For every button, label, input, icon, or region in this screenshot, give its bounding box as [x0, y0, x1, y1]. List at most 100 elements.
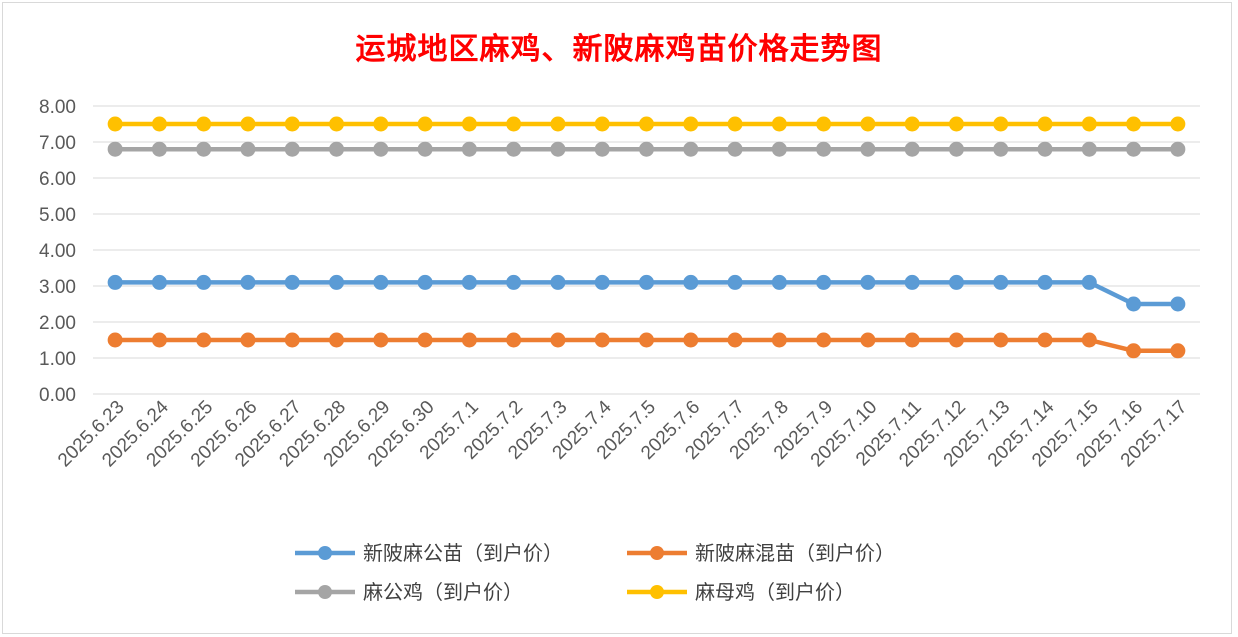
data-point — [506, 274, 522, 290]
data-point — [993, 274, 1009, 290]
data-point — [1081, 116, 1097, 132]
data-point — [948, 274, 964, 290]
data-point — [240, 274, 256, 290]
data-point — [860, 332, 876, 348]
data-point — [373, 141, 389, 157]
legend-label: 麻母鸡（到户价） — [695, 580, 855, 604]
data-point — [1126, 116, 1142, 132]
data-point — [1170, 296, 1186, 312]
data-point — [550, 274, 566, 290]
data-point — [993, 141, 1009, 157]
data-point — [550, 141, 566, 157]
data-point — [1037, 274, 1053, 290]
data-point — [240, 116, 256, 132]
data-point — [948, 116, 964, 132]
data-point — [993, 332, 1009, 348]
data-point — [196, 274, 212, 290]
legend-label: 新陂麻混苗（到户价） — [695, 541, 895, 565]
legend-marker — [318, 585, 332, 599]
y-tick-label: 1.00 — [39, 349, 76, 370]
data-point — [461, 116, 477, 132]
data-point — [1081, 274, 1097, 290]
data-point — [1170, 116, 1186, 132]
data-point — [107, 332, 123, 348]
y-tick-label: 7.00 — [39, 133, 76, 154]
data-point — [1037, 141, 1053, 157]
data-point — [683, 332, 699, 348]
data-point — [1170, 141, 1186, 157]
data-point — [1126, 141, 1142, 157]
data-point — [284, 141, 300, 157]
data-point — [727, 116, 743, 132]
data-point — [771, 332, 787, 348]
data-point — [196, 332, 212, 348]
y-tick-label: 4.00 — [39, 241, 76, 262]
data-point — [639, 332, 654, 348]
data-point — [151, 274, 167, 290]
data-point — [506, 116, 522, 132]
data-point — [594, 274, 610, 290]
legend-label: 麻公鸡（到户价） — [363, 580, 523, 604]
data-point — [151, 332, 167, 348]
data-point — [727, 332, 743, 348]
data-point — [948, 141, 964, 157]
data-point — [1037, 332, 1053, 348]
data-point — [594, 332, 610, 348]
data-point — [461, 332, 477, 348]
data-point — [417, 274, 433, 290]
y-tick-label: 6.00 — [39, 169, 76, 190]
data-point — [151, 141, 167, 157]
legend-marker — [318, 546, 332, 560]
data-point — [1170, 343, 1186, 359]
data-point — [639, 116, 654, 132]
data-point — [329, 116, 345, 132]
data-point — [904, 332, 920, 348]
data-point — [860, 116, 876, 132]
data-point — [594, 116, 610, 132]
y-tick-label: 3.00 — [39, 277, 76, 298]
data-point — [329, 141, 345, 157]
data-point — [860, 274, 876, 290]
data-point — [948, 332, 964, 348]
data-point — [373, 332, 389, 348]
data-point — [816, 116, 832, 132]
data-point — [816, 141, 832, 157]
data-point — [373, 274, 389, 290]
data-point — [329, 332, 345, 348]
data-point — [771, 116, 787, 132]
data-point — [417, 116, 433, 132]
data-point — [461, 274, 477, 290]
data-point — [816, 332, 832, 348]
data-point — [107, 141, 123, 157]
legend-label: 新陂麻公苗（到户价） — [363, 541, 563, 565]
data-point — [993, 116, 1009, 132]
data-point — [284, 116, 300, 132]
data-point — [816, 274, 832, 290]
data-point — [639, 141, 654, 157]
data-point — [417, 141, 433, 157]
data-point — [904, 141, 920, 157]
data-point — [284, 332, 300, 348]
y-tick-label: 8.00 — [39, 97, 76, 118]
data-point — [771, 141, 787, 157]
data-point — [329, 274, 345, 290]
data-point — [506, 332, 522, 348]
data-point — [1126, 296, 1142, 312]
data-point — [196, 141, 212, 157]
data-point — [1126, 343, 1142, 359]
y-tick-label: 2.00 — [39, 313, 76, 334]
data-point — [904, 116, 920, 132]
data-point — [683, 274, 699, 290]
data-point — [727, 141, 743, 157]
data-point — [196, 116, 212, 132]
data-point — [683, 141, 699, 157]
data-point — [284, 274, 300, 290]
data-point — [771, 274, 787, 290]
data-point — [461, 141, 477, 157]
data-point — [550, 332, 566, 348]
data-point — [240, 332, 256, 348]
data-point — [151, 116, 167, 132]
data-point — [506, 141, 522, 157]
data-point — [904, 274, 920, 290]
data-point — [107, 274, 123, 290]
